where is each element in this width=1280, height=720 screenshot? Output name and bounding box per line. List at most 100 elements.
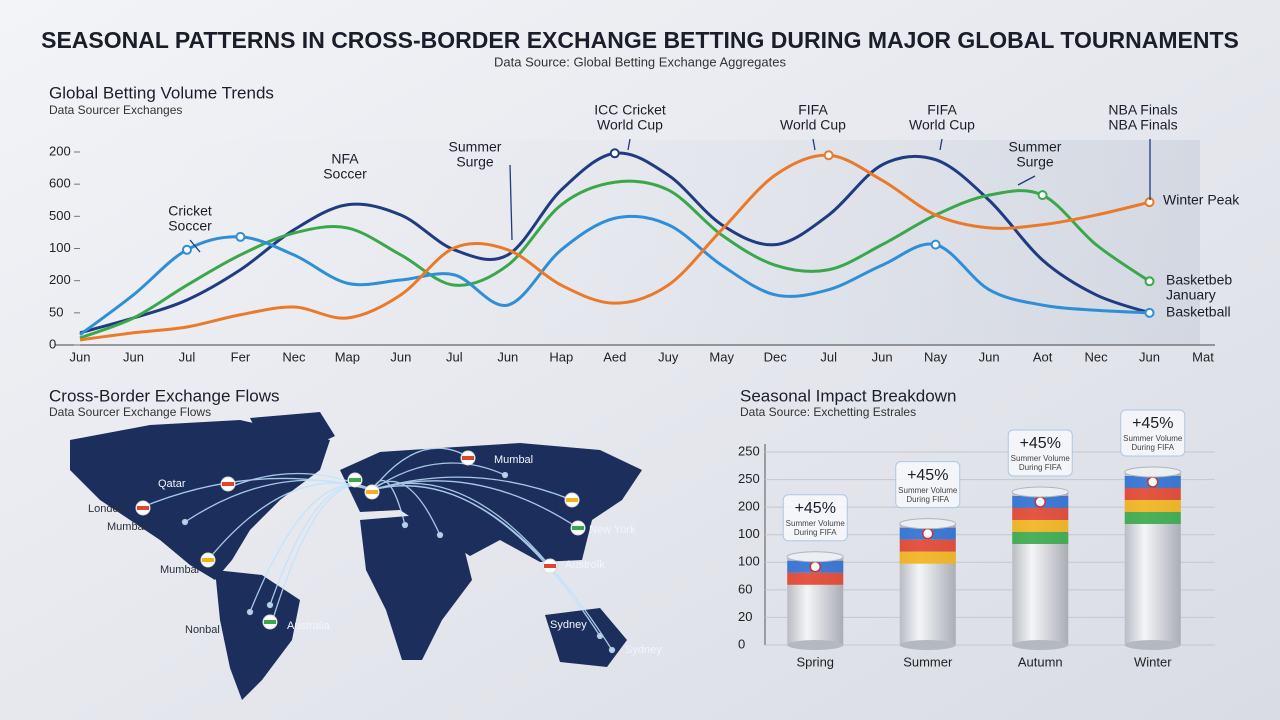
flag-icon: [809, 561, 821, 573]
point-marker: [235, 231, 246, 242]
point-marker: [181, 244, 192, 255]
flow-arc: [371, 485, 613, 651]
flag-stripe: [899, 539, 956, 552]
series-line: [79, 153, 1150, 342]
map-label: Mumbal: [160, 564, 199, 576]
x-tick-label: Juy: [658, 349, 679, 364]
annotation: Soccer: [323, 166, 367, 182]
flag-icon: [922, 527, 934, 540]
flow-node: [608, 646, 616, 654]
y-tick-label: 200: [49, 143, 71, 158]
page-subtitle: Data Source: Global Betting Exchange Agg…: [494, 54, 786, 69]
callout-value: +45%: [1132, 415, 1173, 432]
callout-value: +45%: [795, 500, 836, 517]
y-tick-label: 200: [738, 499, 760, 514]
annotation: Cricket: [168, 203, 212, 219]
continent: [250, 412, 335, 455]
annotation: NBA Finals: [1108, 117, 1177, 133]
flow-node: [266, 601, 274, 609]
map-label: Nonbal: [185, 624, 220, 636]
annotation: Surge: [1016, 154, 1054, 170]
page-title: SEASONAL PATTERNS IN CROSS-BORDER EXCHAN…: [41, 27, 1239, 53]
x-tick-label: Winter: [1134, 654, 1172, 669]
annotation-pointer: [189, 239, 201, 253]
annotation: NBA Finals: [1108, 102, 1177, 118]
flow-node: [246, 608, 254, 616]
y-tick-label: 100: [738, 526, 760, 541]
flag-stripe: [1124, 511, 1181, 524]
x-tick-label: Autumn: [1018, 654, 1063, 669]
x-tick-label: May: [709, 349, 734, 364]
series-line: [79, 179, 1151, 340]
y-tick-label: 250: [738, 471, 760, 486]
point-marker: [1037, 190, 1048, 201]
map-label: Austrolk: [565, 559, 605, 571]
x-tick-label: Spring: [796, 654, 834, 669]
annotation: Soccer: [168, 218, 212, 234]
callout-note: During FIFA: [1131, 443, 1174, 452]
point-marker: [930, 239, 941, 250]
flow-arc: [371, 447, 471, 491]
annotation: Summer: [1009, 139, 1062, 155]
y-tick-label: 60: [738, 581, 752, 596]
x-tick-label: Mat: [1192, 349, 1214, 364]
x-tick-label: Jun: [497, 349, 518, 364]
callout-note: Summer Volume: [898, 486, 958, 495]
x-tick-label: Aed: [603, 349, 626, 364]
y-tick-label: 600: [49, 176, 71, 191]
panel-title: Seasonal Impact Breakdown: [740, 386, 956, 405]
x-tick-label: Summer: [903, 654, 953, 669]
x-tick-label: Hap: [549, 349, 573, 364]
flow-node: [501, 471, 509, 479]
continent: [70, 420, 330, 580]
bar-top: [1124, 466, 1182, 478]
x-tick-label: Jun: [1139, 349, 1160, 364]
series-line: [79, 214, 1150, 336]
annotation: Winter Peak: [1163, 192, 1240, 208]
flag-stripe: [1124, 499, 1181, 512]
continent: [545, 608, 627, 667]
panel-subtitle: Data Source: Exchetting Estrales: [740, 405, 916, 419]
annotation-pointer: [509, 164, 513, 241]
y-tick-label: 0: [49, 336, 56, 351]
y-tick-label: 0: [738, 636, 745, 651]
flag-stripe: [787, 572, 844, 585]
y-tick-label: 250: [738, 443, 760, 458]
annotation: Basketball: [1166, 304, 1231, 320]
bar-base: [787, 640, 844, 650]
callout-box: [1007, 429, 1073, 477]
flag-stripe: [1012, 519, 1069, 532]
x-tick-label: Nec: [282, 349, 306, 364]
flag-stripe: [899, 551, 956, 564]
bar-base: [1124, 640, 1181, 650]
bar-top: [899, 518, 957, 530]
x-tick-label: Nec: [1084, 349, 1108, 364]
flag-band: [264, 620, 276, 624]
callout-value: +45%: [1020, 435, 1061, 452]
y-tick-label: 200: [49, 272, 71, 287]
annotation-pointer: [939, 138, 943, 151]
flag-band: [366, 490, 378, 494]
x-tick-label: Jul: [446, 349, 463, 364]
callout-note: Summer Volume: [1123, 434, 1183, 443]
flow-arc: [371, 482, 551, 567]
callout-note: During FIFA: [1019, 463, 1062, 472]
callout-note: Summer Volume: [1011, 454, 1071, 463]
callout-box: [895, 461, 961, 509]
flow-node: [436, 531, 444, 539]
x-tick-label: Map: [335, 349, 360, 364]
annotation: Surge: [456, 154, 494, 170]
annotation: World Cup: [780, 117, 846, 133]
annotation: Basketbeb: [1166, 272, 1232, 288]
flow-node: [181, 518, 189, 526]
x-tick-label: Fer: [231, 349, 251, 364]
flag-band: [572, 526, 584, 530]
callout-note: During FIFA: [906, 495, 949, 504]
y-tick-label: 50: [49, 304, 63, 319]
panel-subtitle: Data Sourcer Exchanges: [49, 103, 182, 117]
annotation: NFA: [331, 151, 359, 167]
bar-top: [1011, 486, 1069, 498]
flag-band: [202, 558, 214, 562]
y-tick-label: 20: [738, 609, 752, 624]
y-tick-label: 100: [738, 554, 760, 569]
